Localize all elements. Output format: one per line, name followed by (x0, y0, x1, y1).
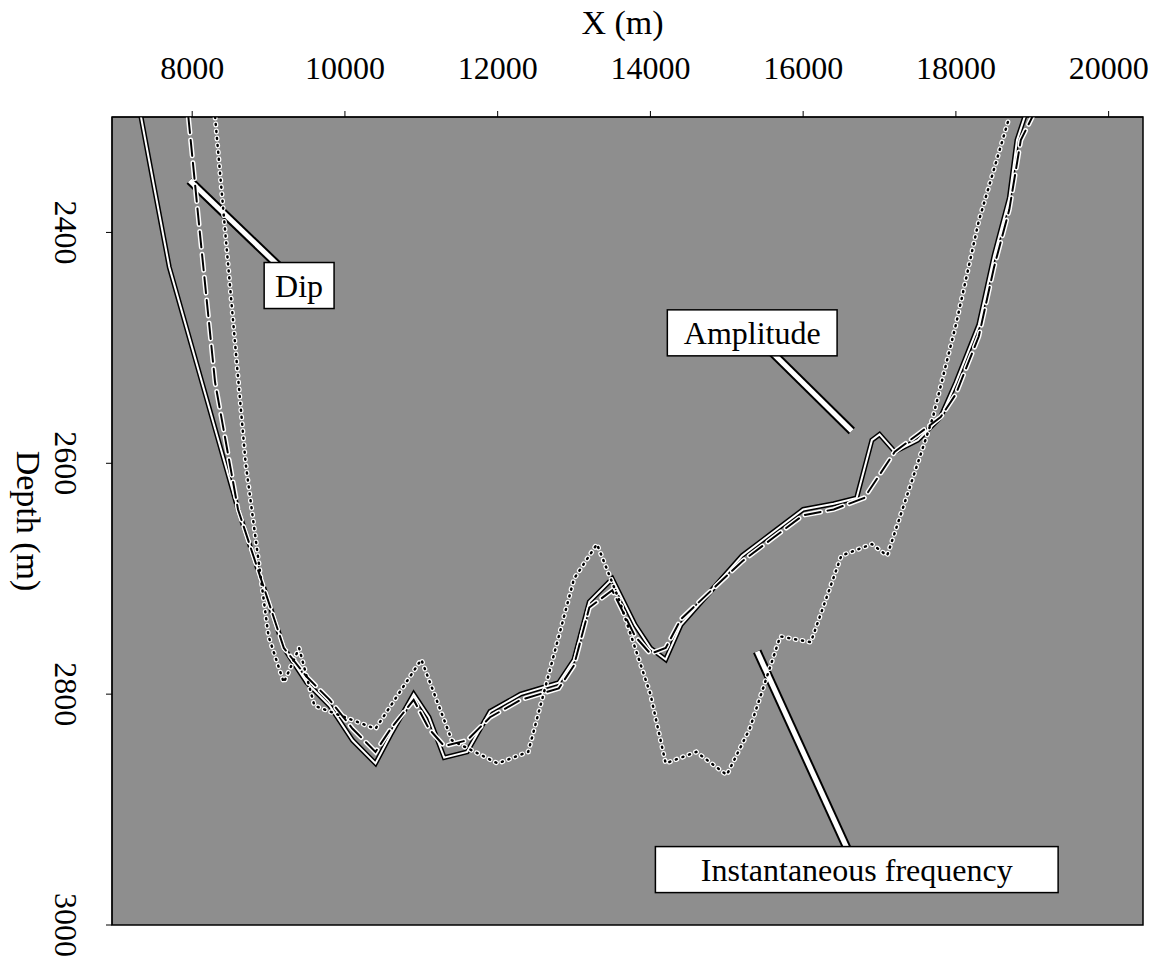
svg-text:20000: 20000 (1069, 50, 1149, 86)
svg-text:Dip: Dip (275, 268, 323, 304)
svg-text:12000: 12000 (458, 50, 538, 86)
svg-text:2800: 2800 (48, 662, 84, 726)
svg-text:Instantaneous frequency: Instantaneous frequency (701, 852, 1013, 888)
svg-text:10000: 10000 (305, 50, 385, 86)
svg-text:8000: 8000 (160, 50, 224, 86)
svg-text:14000: 14000 (610, 50, 690, 86)
svg-text:Depth (m): Depth (m) (9, 451, 47, 592)
svg-text:Amplitude: Amplitude (684, 315, 821, 351)
svg-text:18000: 18000 (916, 50, 996, 86)
svg-text:X (m): X (m) (581, 4, 663, 42)
svg-text:2600: 2600 (48, 431, 84, 495)
svg-text:16000: 16000 (763, 50, 843, 86)
svg-text:2400: 2400 (48, 200, 84, 264)
svg-text:3000: 3000 (48, 893, 84, 957)
